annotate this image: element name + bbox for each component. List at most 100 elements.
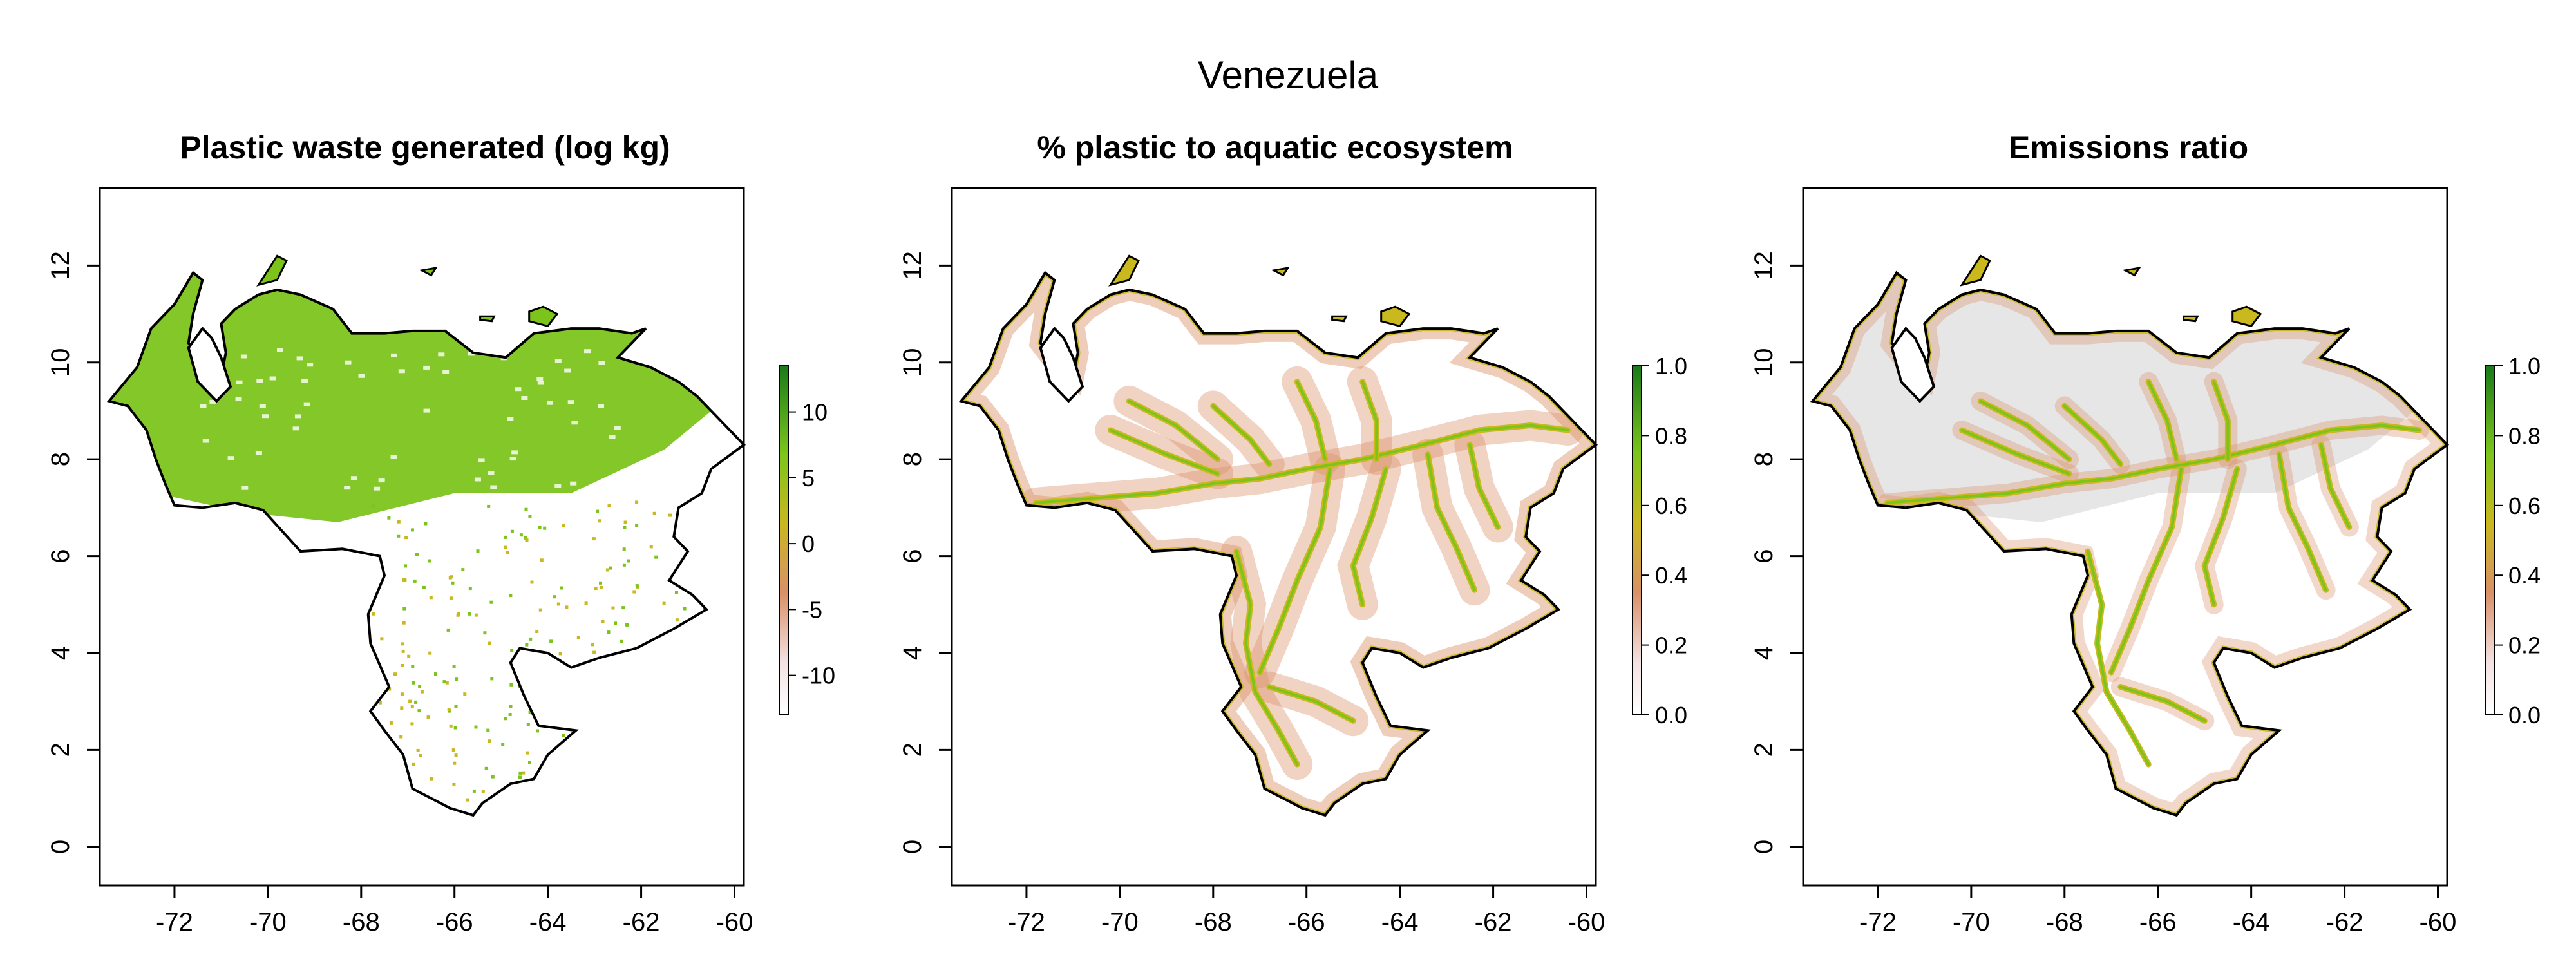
- river-channel-outer: [1884, 422, 2422, 506]
- island: [479, 315, 496, 323]
- waste-gap: [301, 379, 308, 383]
- river-channel-outer: [1466, 442, 1501, 530]
- waste-cell: [569, 694, 573, 698]
- waste-cell: [628, 650, 632, 654]
- waste-cell: [463, 692, 467, 696]
- waste-cell: [678, 763, 681, 766]
- x-tick-label: -68: [2046, 908, 2083, 936]
- waste-cell: [537, 672, 541, 676]
- y-tick-label: 4: [898, 646, 927, 660]
- waste-cell: [420, 690, 424, 694]
- waste-cell: [518, 685, 522, 688]
- waste-cell: [542, 674, 545, 677]
- river-channel-outer: [2145, 379, 2180, 462]
- waste-cell: [689, 619, 693, 623]
- waste-cell: [490, 677, 494, 681]
- river-channel: [2278, 453, 2327, 592]
- country-border: [106, 270, 746, 817]
- waste-cell: [457, 612, 460, 616]
- y-tick-label: 4: [46, 646, 75, 660]
- y-tick-label: 4: [1750, 646, 1778, 660]
- waste-cell: [556, 602, 560, 606]
- waste-cell: [468, 587, 472, 591]
- waste-gap: [227, 456, 234, 460]
- waste-cell: [501, 743, 505, 746]
- waste-cell: [626, 735, 629, 739]
- waste-cell: [620, 639, 623, 643]
- waste-cell: [701, 664, 705, 668]
- waste-cell: [449, 724, 453, 728]
- waste-cell: [542, 775, 545, 779]
- river-halo: [1952, 421, 2079, 484]
- river-channel: [1426, 453, 1476, 592]
- waste-cell: [692, 643, 696, 647]
- island: [1380, 305, 1411, 328]
- waste-cell: [565, 696, 569, 700]
- waste-cell: [518, 775, 522, 779]
- waste-cell: [591, 643, 594, 647]
- river-channel-outer: [1294, 379, 1329, 462]
- waste-cell: [504, 545, 507, 549]
- waste-cell: [596, 509, 600, 513]
- waste-cell: [522, 666, 526, 670]
- x-tick-label: -70: [249, 908, 287, 936]
- waste-cell: [627, 693, 630, 696]
- waste-cell: [607, 630, 611, 634]
- waste-cell: [691, 701, 695, 705]
- x-tick-label: -66: [436, 908, 473, 936]
- waste-cell: [522, 771, 526, 775]
- y-tick-label: 0: [1750, 840, 1778, 854]
- x-tick-label: -64: [1381, 908, 1419, 936]
- waste-cell: [474, 725, 478, 729]
- river-halo: [2311, 435, 2359, 537]
- waste-cell: [524, 507, 528, 511]
- waste-cell: [679, 769, 683, 773]
- waste-cell: [535, 779, 538, 782]
- waste-cell: [526, 723, 530, 726]
- colorbar-tick-label: 0.4: [1655, 562, 1687, 589]
- waste-cell: [455, 677, 459, 681]
- waste-gap: [398, 369, 405, 374]
- country-fill: [961, 272, 1596, 815]
- waste-cell: [510, 649, 514, 652]
- y-tick-label: 10: [898, 348, 927, 377]
- waste-cell: [543, 526, 547, 530]
- waste-cell: [683, 607, 687, 611]
- colorbar-tick-label: 0: [802, 531, 815, 557]
- river-halo: [1197, 390, 1285, 480]
- river-channel: [1886, 424, 2421, 504]
- river-channel-outer: [1032, 422, 1571, 506]
- waste-cell: [582, 687, 586, 690]
- y-tick-label: 6: [46, 549, 75, 563]
- waste-cell: [537, 667, 540, 670]
- y-tick-label: 0: [898, 840, 927, 854]
- waste-cell: [481, 790, 485, 793]
- river-channel: [2320, 443, 2351, 529]
- waste-cell: [536, 782, 540, 786]
- y-tick-label: 2: [1750, 743, 1778, 757]
- river-channel: [1235, 550, 1299, 766]
- waste-cell: [671, 719, 675, 723]
- waste-cell: [414, 700, 418, 704]
- waste-cell: [401, 664, 404, 667]
- river-channel-outer: [1256, 466, 1333, 676]
- island: [2122, 267, 2141, 277]
- waste-cell: [601, 620, 605, 623]
- river-halo: [1253, 671, 1369, 737]
- waste-gap: [490, 485, 497, 489]
- x-tick-label: -72: [1859, 908, 1897, 936]
- river-channel: [1034, 424, 1569, 504]
- waste-gap: [350, 476, 357, 480]
- waste-cell: [509, 683, 513, 687]
- waste-cell: [528, 761, 531, 764]
- waste-gap: [391, 353, 397, 357]
- waste-gap: [474, 477, 481, 482]
- waste-cell: [560, 586, 564, 590]
- river-channel: [1296, 380, 1327, 461]
- waste-cell: [576, 636, 580, 639]
- waste-gap: [584, 349, 591, 354]
- colorbar-tick-label: 10: [802, 399, 828, 426]
- waste-gap: [515, 387, 522, 392]
- waste-cell: [664, 733, 668, 737]
- river-halo: [2110, 677, 2215, 731]
